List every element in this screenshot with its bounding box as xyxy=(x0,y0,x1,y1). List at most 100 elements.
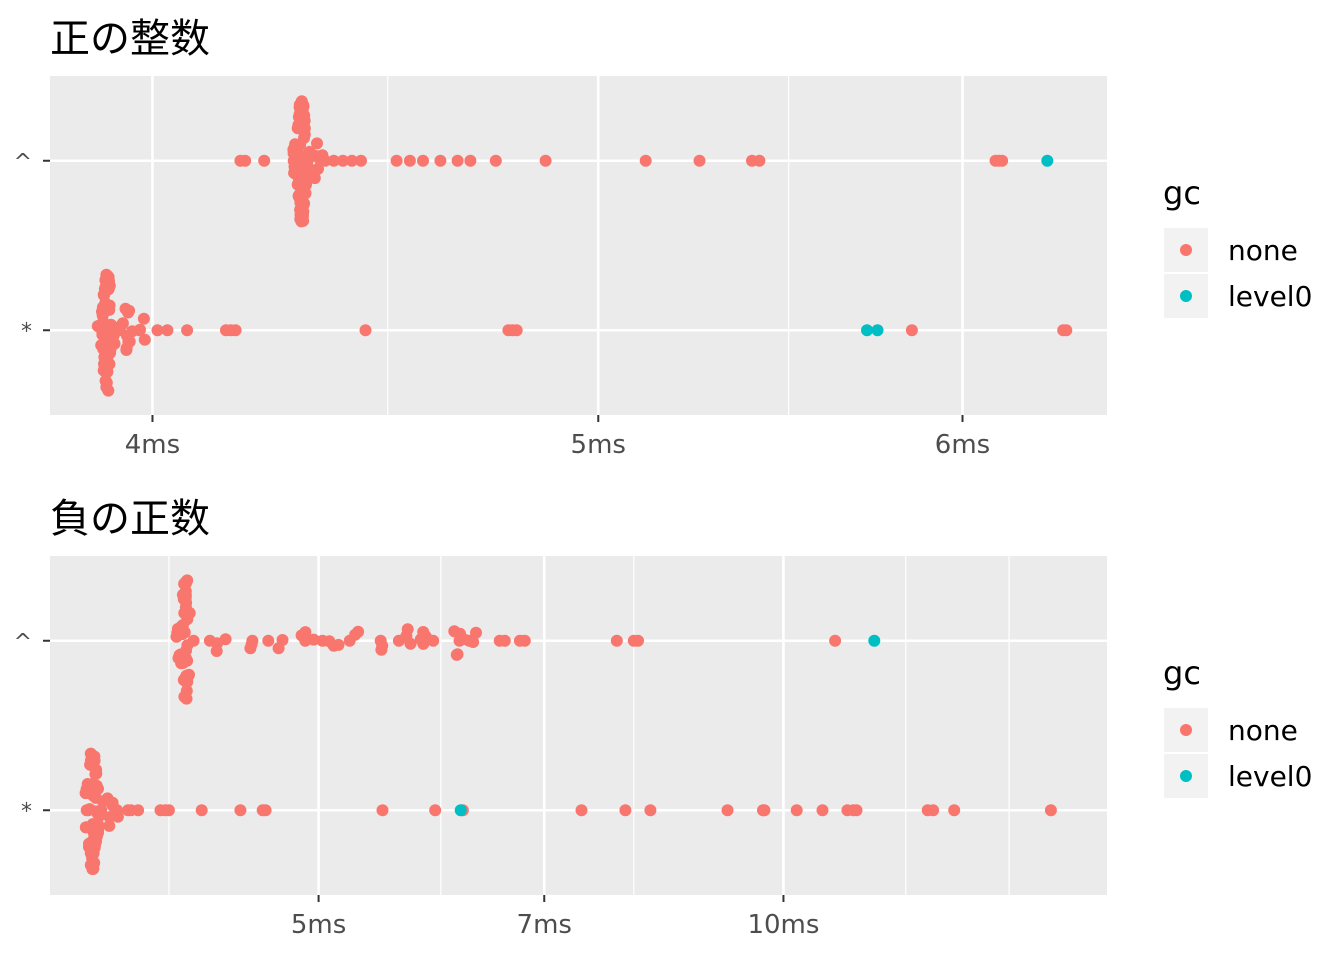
data-point-none xyxy=(179,576,192,588)
data-point-none xyxy=(619,804,632,817)
data-point-none xyxy=(102,342,115,355)
data-point-none xyxy=(179,655,192,667)
x-tick-label: 10ms xyxy=(747,910,819,940)
data-point-none xyxy=(905,324,918,337)
data-point-none xyxy=(96,305,108,318)
data-point-none xyxy=(181,324,194,337)
data-point-none xyxy=(401,623,414,636)
chart-title: 正の整数 xyxy=(50,16,210,62)
y-tick-label: * xyxy=(21,319,32,344)
data-point-none xyxy=(276,634,289,646)
data-point-none xyxy=(758,804,771,817)
y-tick-label: ^ xyxy=(14,630,32,655)
x-tick-label: 5ms xyxy=(571,430,626,460)
data-point-none xyxy=(721,804,734,817)
data-point-none xyxy=(403,154,416,167)
data-point-none xyxy=(103,819,116,832)
data-point-none xyxy=(575,804,588,817)
data-point-none xyxy=(258,154,271,167)
legend-key-point xyxy=(1180,244,1192,256)
data-point-none xyxy=(510,324,523,337)
data-point-level0 xyxy=(871,324,884,337)
data-point-none xyxy=(336,154,349,167)
data-point-none xyxy=(134,323,146,336)
data-point-none xyxy=(92,782,104,795)
data-point-none xyxy=(84,754,97,767)
data-point-none xyxy=(86,852,99,865)
data-point-none xyxy=(323,635,336,648)
data-point-none xyxy=(376,804,389,817)
data-point-none xyxy=(927,804,940,817)
data-point-level0 xyxy=(861,324,873,337)
legend-key-point xyxy=(1180,290,1192,302)
data-point-none xyxy=(498,634,511,647)
data-point-none xyxy=(359,324,372,337)
data-point-none xyxy=(332,638,345,651)
data-point-none xyxy=(451,648,464,661)
data-point-none xyxy=(404,637,417,650)
data-point-none xyxy=(464,154,477,167)
data-point-none xyxy=(162,804,175,817)
legend-key-point xyxy=(1180,770,1192,782)
data-point-none xyxy=(312,162,324,175)
data-point-none xyxy=(80,821,93,834)
data-point-none xyxy=(102,331,115,344)
legend-key-point xyxy=(1180,724,1192,736)
data-point-none xyxy=(111,810,124,823)
data-point-none xyxy=(829,634,842,647)
data-point-none xyxy=(1044,804,1057,817)
data-point-none xyxy=(644,804,657,817)
plot-panel xyxy=(50,76,1107,415)
data-point-none xyxy=(632,634,644,647)
x-tick-label: 4ms xyxy=(125,430,180,460)
chart-title: 負の正数 xyxy=(50,496,210,542)
data-point-none xyxy=(287,154,300,167)
data-point-none xyxy=(132,804,145,817)
data-point-none xyxy=(816,804,829,817)
data-point-none xyxy=(179,601,192,614)
data-point-none xyxy=(308,172,321,185)
data-point-none xyxy=(414,633,427,646)
legend-label: none xyxy=(1228,234,1298,267)
data-point-none xyxy=(229,324,242,337)
data-point-none xyxy=(307,633,320,646)
data-point-none xyxy=(100,381,113,394)
data-point-none xyxy=(470,626,482,639)
y-tick-label: ^ xyxy=(14,150,32,175)
x-tick-label: 5ms xyxy=(291,910,346,940)
data-point-none xyxy=(345,154,358,167)
data-point-none xyxy=(116,318,129,331)
data-point-none xyxy=(299,626,312,639)
data-point-none xyxy=(489,154,502,167)
data-point-none xyxy=(299,154,312,167)
data-point-none xyxy=(292,171,305,184)
data-point-none xyxy=(137,312,150,325)
data-point-none xyxy=(259,804,272,817)
data-point-none xyxy=(239,154,252,167)
legend-label: level0 xyxy=(1228,760,1312,793)
data-point-none xyxy=(467,636,480,648)
data-point-none xyxy=(219,633,232,646)
data-point-none xyxy=(138,333,151,346)
data-point-none xyxy=(121,329,133,342)
data-point-none xyxy=(195,804,208,817)
data-point-none xyxy=(539,154,552,167)
y-tick-label: * xyxy=(21,799,32,824)
data-point-none xyxy=(639,154,652,167)
data-point-none xyxy=(429,804,442,817)
legend-title: gc xyxy=(1163,174,1201,212)
data-point-none xyxy=(262,634,275,647)
plot-panel xyxy=(50,556,1107,895)
data-point-none xyxy=(355,154,367,167)
data-point-none xyxy=(120,342,133,355)
data-point-none xyxy=(296,104,309,117)
data-point-none xyxy=(105,318,117,331)
data-point-none xyxy=(610,634,623,647)
data-point-none xyxy=(181,639,194,652)
legend-title: gc xyxy=(1163,654,1201,692)
data-point-none xyxy=(451,154,464,167)
data-point-none xyxy=(101,365,114,378)
